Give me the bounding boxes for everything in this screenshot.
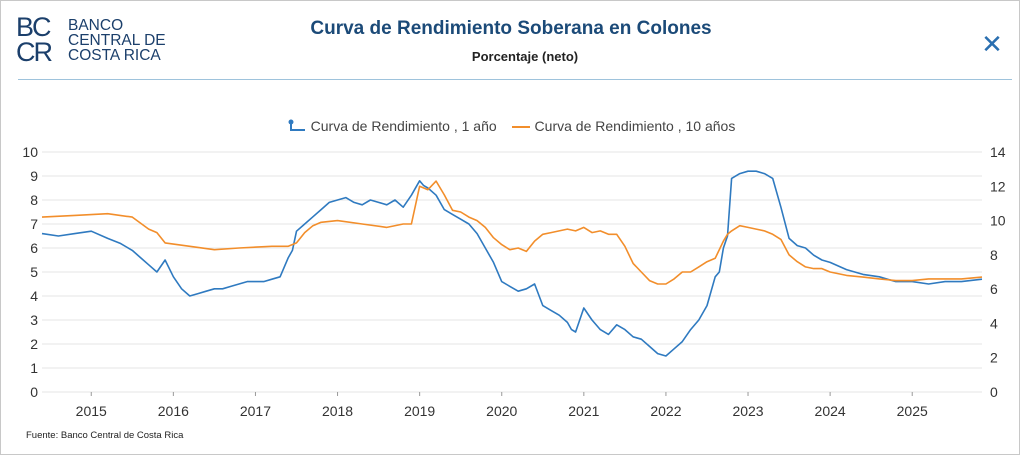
series-line-1-year bbox=[41, 170, 983, 357]
y-left-tick-label: 10 bbox=[22, 144, 38, 160]
legend-item-10-years[interactable]: Curva de Rendimiento , 10 años bbox=[511, 118, 736, 134]
x-tick-label: 2017 bbox=[240, 403, 271, 419]
y-left-tick-label: 7 bbox=[30, 216, 38, 232]
x-tick-label: 2015 bbox=[76, 403, 107, 419]
y-right-tick-label: 12 bbox=[990, 178, 1006, 194]
logo-line-3: COSTA RICA bbox=[68, 46, 161, 64]
y-left-tick-label: 9 bbox=[30, 168, 38, 184]
y-right-tick-label: 6 bbox=[990, 281, 998, 297]
series-line-10-years bbox=[41, 180, 983, 285]
legend-line-1-year-icon bbox=[287, 119, 307, 133]
x-tick-label: 2024 bbox=[815, 403, 846, 419]
x-tick-label: 2023 bbox=[732, 403, 763, 419]
x-tick-label: 2022 bbox=[650, 403, 681, 419]
x-tick-label: 2020 bbox=[486, 403, 517, 419]
y-left-tick-label: 3 bbox=[30, 312, 38, 328]
chart-title: Curva de Rendimiento Soberana en Colones bbox=[310, 18, 712, 39]
legend-line-10-years-icon bbox=[511, 119, 531, 133]
x-tick-label: 2021 bbox=[568, 403, 599, 419]
logo-mark-top: BC bbox=[16, 12, 51, 42]
y-left-tick-label: 0 bbox=[30, 384, 38, 400]
bccr-logo: BC CR BANCO CENTRAL DE COSTA RICA bbox=[16, 14, 166, 66]
y-right-tick-label: 8 bbox=[990, 247, 998, 263]
y-left-tick-label: 8 bbox=[30, 192, 38, 208]
x-tick-label: 2019 bbox=[404, 403, 435, 419]
y-right-tick-label: 14 bbox=[990, 144, 1006, 160]
y-left-tick-label: 6 bbox=[30, 240, 38, 256]
y-right-tick-label: 4 bbox=[990, 315, 998, 331]
x-tick-label: 2018 bbox=[322, 403, 353, 419]
y-left-tick-label: 2 bbox=[30, 336, 38, 352]
source-note: Fuente: Banco Central de Costa Rica bbox=[26, 430, 184, 441]
logo-text: BANCO CENTRAL DE COSTA RICA bbox=[68, 16, 166, 64]
y-left-tick-label: 5 bbox=[30, 264, 38, 280]
y-left-tick-label: 1 bbox=[30, 360, 38, 376]
y-left-tick-label: 4 bbox=[30, 288, 38, 304]
logo-line-2: CENTRAL DE bbox=[68, 31, 166, 49]
logo-line-1: BANCO bbox=[68, 16, 124, 34]
y-right-tick-label: 10 bbox=[990, 213, 1006, 229]
legend-label-1-year: Curva de Rendimiento , 1 año bbox=[310, 118, 497, 134]
x-tick-label: 2025 bbox=[897, 403, 928, 419]
close-icon[interactable]: ✕ bbox=[981, 29, 1003, 59]
chart-subtitle: Porcentaje (neto) bbox=[471, 49, 579, 64]
y-right-tick-label: 0 bbox=[990, 384, 998, 400]
header-divider bbox=[18, 79, 1012, 80]
x-tick-label: 2016 bbox=[158, 403, 189, 419]
legend-label-10-years: Curva de Rendimiento , 10 años bbox=[534, 118, 736, 134]
logo-mark: BC CR bbox=[16, 14, 62, 66]
legend-item-1-year[interactable]: Curva de Rendimiento , 1 año bbox=[287, 118, 497, 134]
y-right-tick-label: 2 bbox=[990, 350, 998, 366]
chart-legend: Curva de Rendimiento , 1 año Curva de Re… bbox=[0, 118, 1022, 136]
logo-mark-bottom: CR bbox=[16, 37, 53, 67]
